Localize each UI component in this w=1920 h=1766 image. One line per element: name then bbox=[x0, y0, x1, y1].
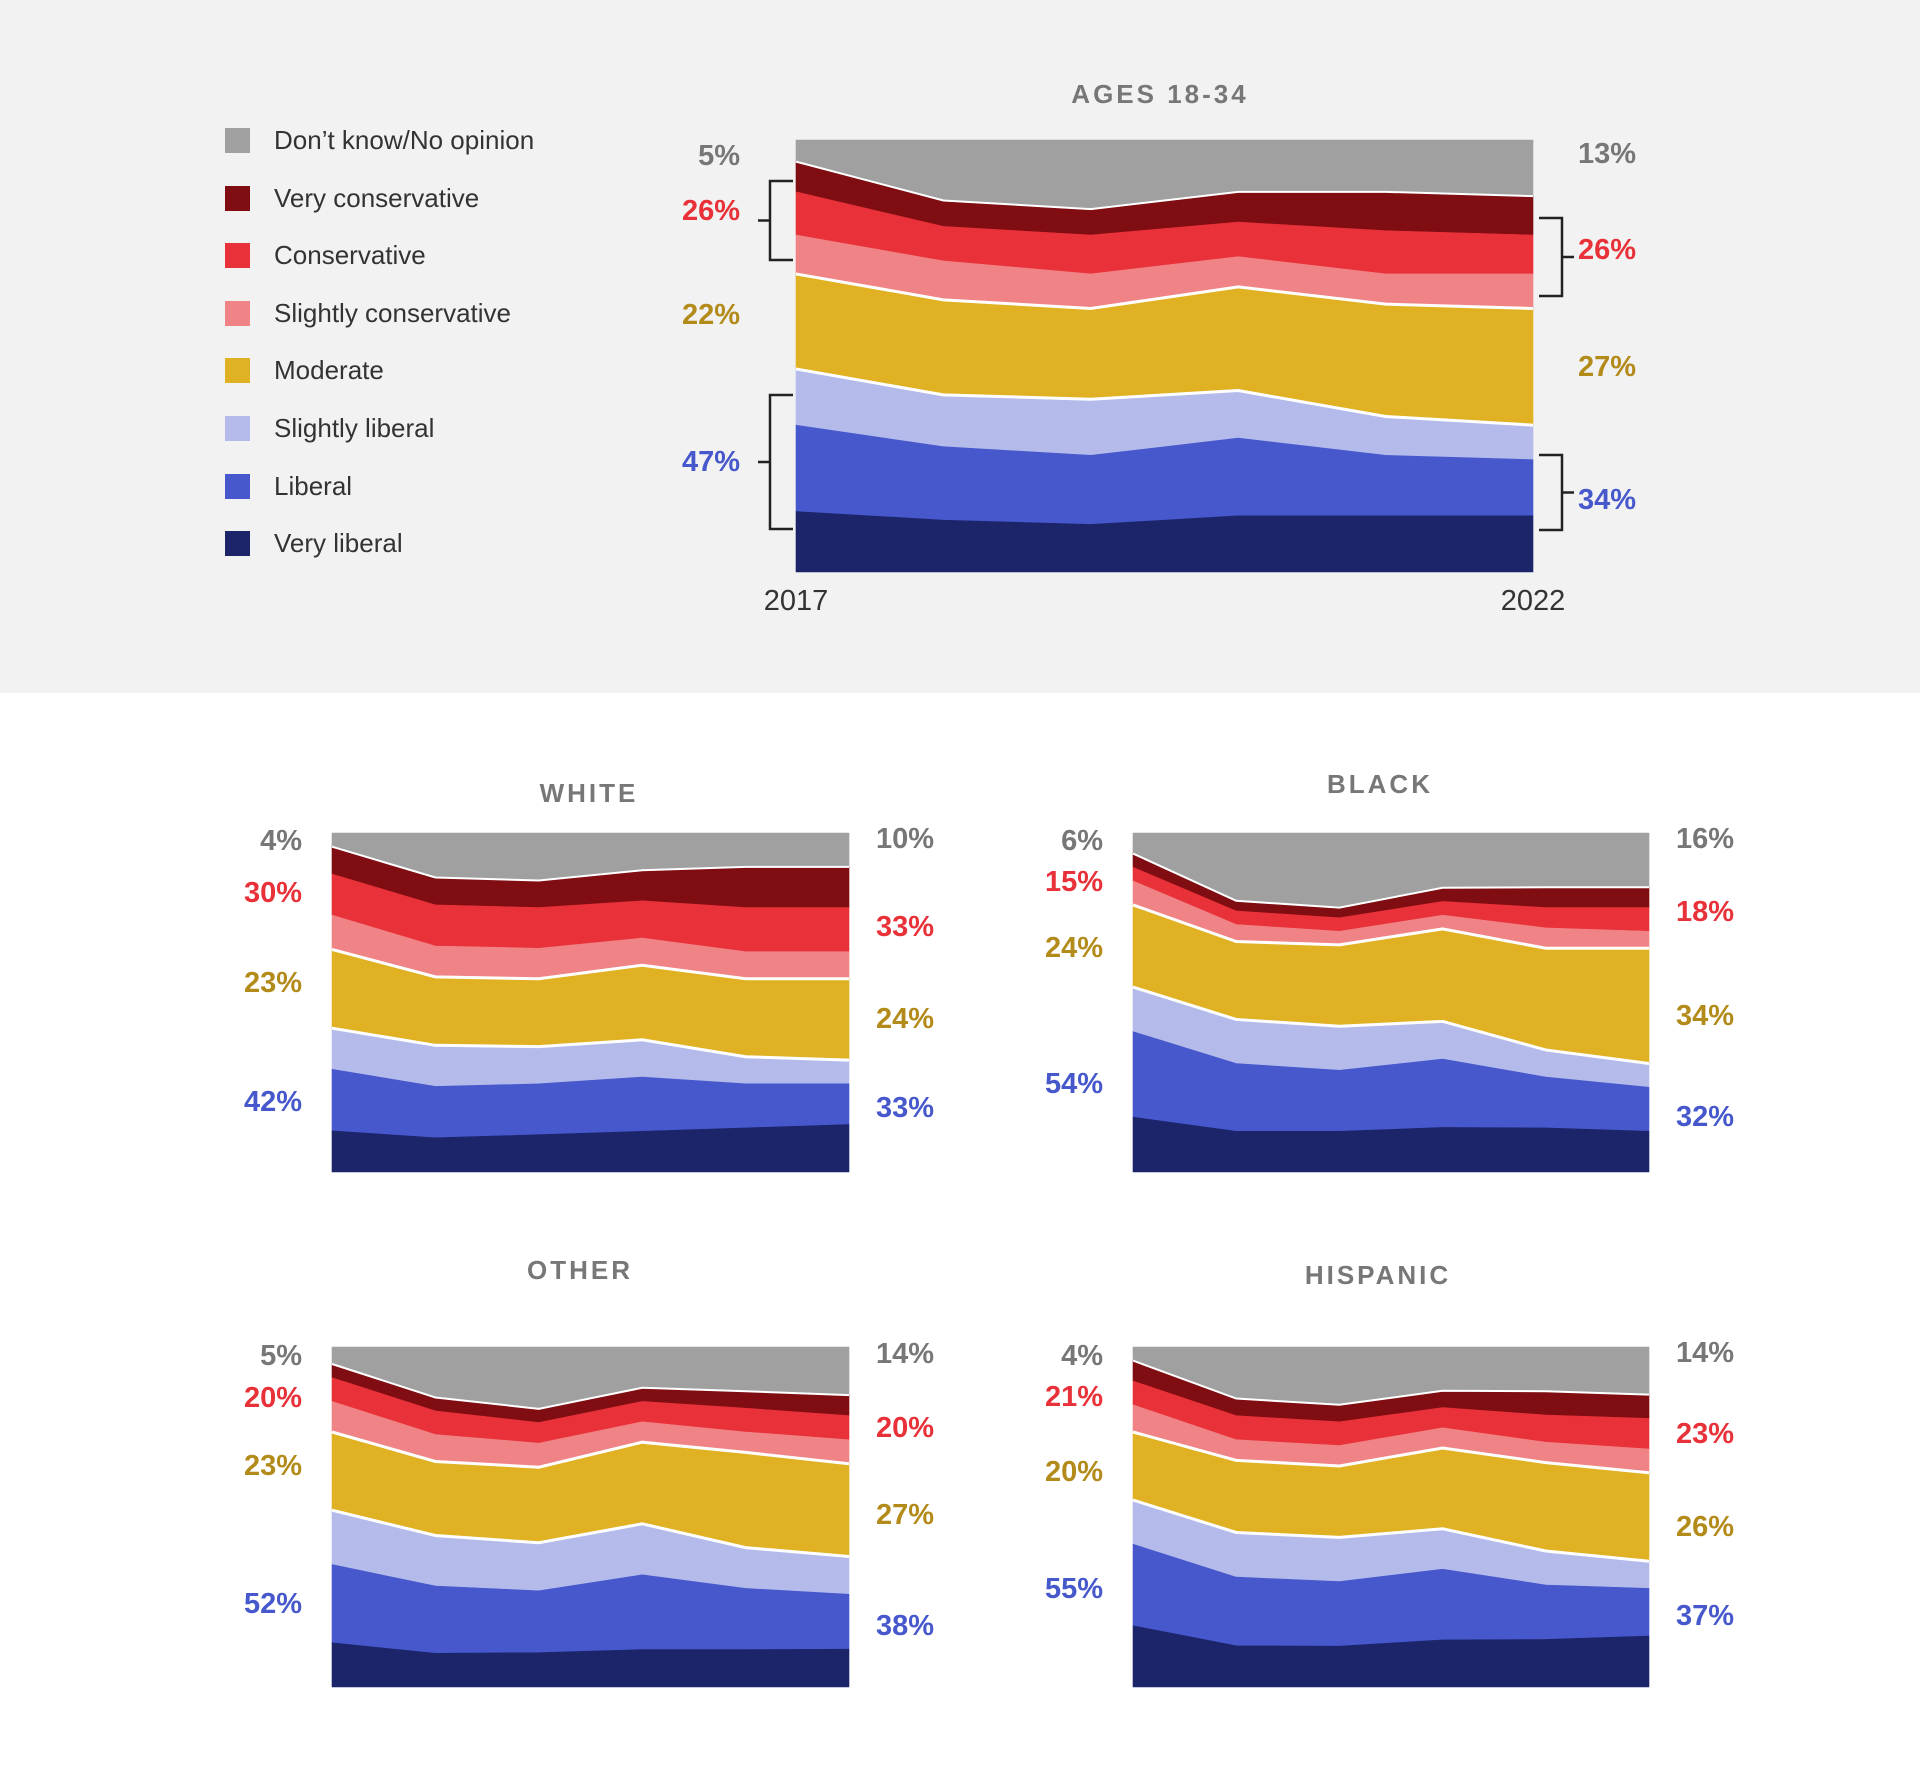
legend-item: Don’t know/No opinion bbox=[225, 125, 534, 155]
band-separator bbox=[1132, 1498, 1650, 1563]
end-label-liberal: 34% bbox=[1578, 484, 1636, 516]
bracket bbox=[1539, 216, 1574, 298]
start-label-conservative: 15% bbox=[1045, 866, 1103, 898]
end-label-liberal: 37% bbox=[1676, 1600, 1734, 1632]
end-label-conservative: 20% bbox=[876, 1412, 934, 1444]
chart-title: HISPANIC bbox=[1305, 1260, 1451, 1290]
bracket bbox=[758, 393, 793, 531]
legend-item: Slightly liberal bbox=[225, 413, 434, 443]
end-label-moderate: 27% bbox=[876, 1499, 934, 1531]
legend-item: Very conservative bbox=[225, 183, 479, 213]
chart-title: BLACK bbox=[1327, 769, 1433, 799]
band-separator bbox=[1132, 985, 1650, 1066]
end-label-conservative: 33% bbox=[876, 911, 934, 943]
x-tick-label: 2017 bbox=[764, 585, 829, 617]
start-label-conservative: 21% bbox=[1045, 1381, 1103, 1413]
legend-swatch bbox=[225, 242, 250, 268]
legend-label: Slightly liberal bbox=[274, 412, 435, 443]
band-separator bbox=[331, 947, 849, 981]
start-label-moderate: 22% bbox=[682, 299, 740, 331]
end-label-liberal: 38% bbox=[876, 1610, 934, 1642]
band-separator bbox=[1132, 1359, 1650, 1406]
end-label-moderate: 27% bbox=[1578, 351, 1636, 383]
start-label-conservative: 30% bbox=[244, 877, 302, 909]
band-separator bbox=[1132, 903, 1649, 950]
bracket bbox=[758, 179, 793, 262]
start-label-liberal: 52% bbox=[244, 1588, 302, 1620]
start-label-no-opinion: 5% bbox=[260, 1340, 302, 1372]
area-very-liberal bbox=[795, 511, 1534, 573]
legend-label: Very conservative bbox=[274, 182, 480, 213]
area-very-liberal bbox=[1132, 1116, 1650, 1173]
legend-swatch bbox=[225, 127, 250, 153]
legend-label: Moderate bbox=[274, 354, 384, 385]
legend-swatch bbox=[225, 300, 250, 326]
start-label-liberal: 42% bbox=[244, 1086, 302, 1118]
chart-title: WHITE bbox=[540, 778, 639, 808]
legend-label: Slightly conservative bbox=[274, 297, 511, 328]
legend-item: Moderate bbox=[225, 355, 384, 385]
start-label-conservative: 20% bbox=[244, 1382, 302, 1414]
end-label-moderate: 26% bbox=[1676, 1511, 1734, 1543]
band-separator bbox=[1132, 852, 1649, 909]
legend-item: Liberal bbox=[225, 471, 352, 501]
chart-title: AGES 18-34 bbox=[1071, 79, 1248, 109]
bracket bbox=[1539, 453, 1574, 532]
band-separator bbox=[795, 367, 1534, 427]
start-label-liberal: 55% bbox=[1045, 1573, 1103, 1605]
band-separator bbox=[331, 1363, 850, 1410]
legend-item: Conservative bbox=[225, 240, 426, 270]
legend-item: Very liberal bbox=[225, 528, 403, 558]
legend-swatch bbox=[225, 415, 250, 441]
end-label-liberal: 33% bbox=[876, 1092, 934, 1124]
legend-label: Very liberal bbox=[274, 527, 403, 558]
end-label-no-opinion: 14% bbox=[1676, 1337, 1734, 1369]
legend-swatch bbox=[225, 185, 250, 211]
start-label-liberal: 54% bbox=[1045, 1068, 1103, 1100]
band-separator bbox=[331, 1508, 850, 1558]
start-label-moderate: 20% bbox=[1045, 1456, 1103, 1488]
end-label-conservative: 26% bbox=[1578, 234, 1636, 266]
start-label-moderate: 23% bbox=[244, 967, 302, 999]
legend-label: Conservative bbox=[274, 239, 426, 270]
area-very-liberal bbox=[1132, 1625, 1650, 1688]
area-very-liberal bbox=[331, 1124, 850, 1173]
end-label-no-opinion: 10% bbox=[876, 823, 934, 855]
legend-swatch bbox=[225, 530, 250, 556]
band-separator bbox=[1132, 1430, 1650, 1475]
start-label-moderate: 23% bbox=[244, 1450, 302, 1482]
band-separator bbox=[331, 845, 849, 882]
chart-title: OTHER bbox=[527, 1255, 633, 1285]
start-label-liberal: 47% bbox=[682, 446, 740, 478]
end-label-conservative: 23% bbox=[1676, 1418, 1734, 1450]
start-label-no-opinion: 5% bbox=[698, 140, 740, 172]
end-label-moderate: 24% bbox=[876, 1003, 934, 1035]
band-separator bbox=[795, 160, 1534, 211]
band-separator bbox=[795, 272, 1534, 310]
legend-label: Don’t know/No opinion bbox=[274, 124, 535, 155]
legend-swatch bbox=[225, 357, 250, 383]
end-label-no-opinion: 16% bbox=[1676, 823, 1734, 855]
end-label-no-opinion: 14% bbox=[876, 1338, 934, 1370]
legend-swatch bbox=[225, 473, 250, 499]
start-label-no-opinion: 4% bbox=[1061, 1340, 1103, 1372]
x-tick-label: 2022 bbox=[1501, 585, 1566, 617]
band-separator bbox=[331, 1430, 850, 1469]
start-label-conservative: 26% bbox=[682, 195, 740, 227]
start-label-no-opinion: 4% bbox=[260, 825, 302, 857]
start-label-moderate: 24% bbox=[1045, 932, 1103, 964]
end-label-liberal: 32% bbox=[1676, 1101, 1734, 1133]
end-label-moderate: 34% bbox=[1676, 1000, 1734, 1032]
legend-label: Liberal bbox=[274, 470, 353, 501]
band-separator bbox=[331, 1026, 850, 1062]
start-label-no-opinion: 6% bbox=[1061, 825, 1103, 857]
end-label-no-opinion: 13% bbox=[1578, 138, 1636, 170]
legend-item: Slightly conservative bbox=[225, 298, 511, 328]
area-very-liberal bbox=[331, 1642, 850, 1688]
end-label-conservative: 18% bbox=[1676, 896, 1734, 928]
